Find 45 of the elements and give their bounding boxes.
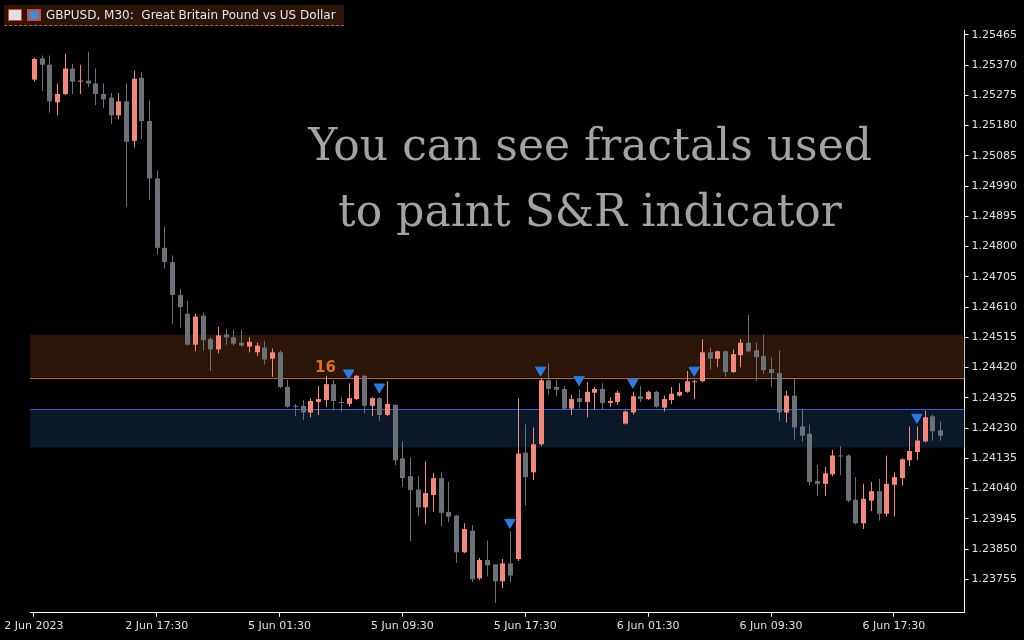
y-tick-label: 1.24610 — [971, 299, 1018, 313]
y-tick-label: 1.25180 — [971, 118, 1018, 132]
candlestick — [339, 397, 344, 412]
point — [911, 413, 923, 424]
point — [573, 376, 585, 387]
point — [342, 369, 355, 380]
y-tick-label: 1.24135 — [971, 451, 1018, 465]
candlestick — [815, 465, 820, 496]
candlestick — [838, 446, 843, 476]
candlestick — [316, 386, 321, 416]
x-tick-label: 6 Jun 09:30 — [739, 619, 803, 633]
y-tick-label: 1.24990 — [971, 178, 1018, 192]
point — [627, 378, 639, 389]
y-tick-label: 1.25085 — [971, 148, 1018, 162]
y-tick-label: 1.24325 — [971, 390, 1018, 404]
x-tick-label: 5 Jun 01:30 — [248, 619, 312, 633]
y-tick-label: 1.25370 — [971, 57, 1018, 71]
y-tick-label: 1.25275 — [971, 88, 1018, 102]
x-tick-label: 2 Jun 2023 — [4, 619, 64, 633]
x-tick-label: 2 Jun 17:30 — [125, 619, 189, 633]
y-tick-label: 1.24420 — [971, 360, 1018, 374]
x-tick-label: 6 Jun 01:30 — [616, 619, 680, 633]
x-tick-label: 5 Jun 17:30 — [493, 619, 557, 633]
chart-title: GBPUSD, M30: Great Britain Pound vs US Dollar — [46, 8, 336, 22]
y-tick-label: 1.24800 — [971, 239, 1018, 253]
point — [534, 366, 547, 377]
y-tick-label: 1.23755 — [971, 572, 1018, 586]
x-tick-label: 5 Jun 09:30 — [370, 619, 434, 633]
candlestick — [692, 379, 697, 400]
y-tick-label: 1.24515 — [971, 330, 1018, 344]
annotation: You can see fractals used to paint S&R indicator — [306, 118, 873, 238]
candlestick — [293, 403, 298, 417]
point — [373, 383, 386, 394]
y-tick-label: 1.24230 — [971, 420, 1018, 434]
y-tick-label: 1.24040 — [971, 481, 1018, 495]
y-tick-label: 1.24705 — [971, 269, 1018, 283]
point — [504, 518, 516, 529]
y-tick-label: 1.24895 — [971, 209, 1018, 223]
point — [688, 366, 700, 377]
annotation: 16 — [315, 358, 336, 377]
y-tick-label: 1.23945 — [971, 511, 1018, 525]
x-tick-label: 6 Jun 17:30 — [862, 619, 926, 633]
y-tick-label: 1.25465 — [971, 27, 1018, 41]
y-tick-label: 1.23850 — [971, 541, 1018, 555]
candlestick — [78, 64, 83, 95]
